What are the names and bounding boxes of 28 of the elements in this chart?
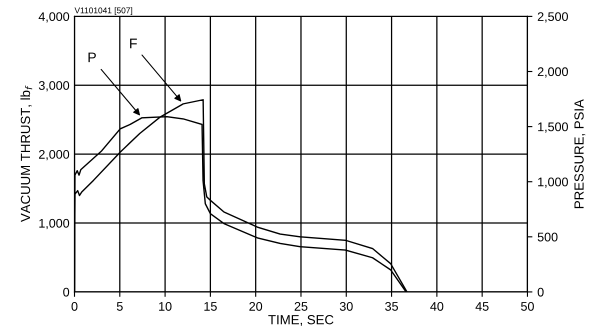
x-tick-label: 30 (340, 302, 353, 311)
y2-tick-label: 1,500 (538, 122, 568, 133)
x-tick-label: 5 (116, 302, 123, 311)
x-tick-label: 50 (521, 302, 534, 311)
x-tick-label: 45 (476, 302, 489, 311)
y2-tick-label: 0 (538, 288, 544, 297)
y2-tick-label: 1,000 (538, 178, 568, 188)
text: F (130, 38, 137, 48)
x-tick-label: 25 (294, 302, 308, 311)
x-axis-title: TIME, SEC (268, 315, 334, 326)
x-tick-label: 10 (159, 302, 172, 311)
text: V1101041 [507] (74, 7, 132, 16)
y-axis-title: VACUUM THRUST, lb$_{f}$ (20, 86, 32, 222)
x-tick-label: 0 (72, 302, 78, 311)
y2-tick-label: 500 (538, 232, 558, 242)
y-tick-label: 4,000 (38, 12, 70, 23)
x-tick-label: 35 (385, 302, 398, 311)
y-tick-label: 1,000 (39, 218, 70, 230)
x-tick-label: 40 (430, 302, 444, 311)
y-tick-label: 2,000 (38, 150, 70, 160)
y2-tick-label: 2,500 (538, 12, 568, 23)
text: P (88, 52, 96, 62)
y2-tick-label: 2,000 (538, 67, 568, 78)
y2-axis-title: PRESSURE, PSIA (574, 99, 586, 208)
x-tick-label: 15 (204, 302, 217, 311)
y-tick-label: 0 (63, 288, 70, 297)
x-tick-label: 20 (249, 302, 262, 311)
y-tick-label: 3,000 (38, 81, 70, 92)
